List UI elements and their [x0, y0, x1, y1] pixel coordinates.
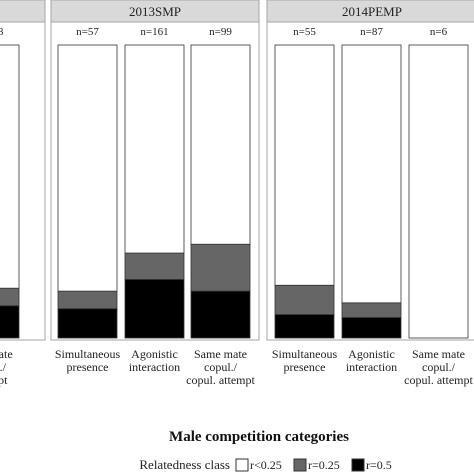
bar-segment-rlt025	[341, 44, 402, 304]
bar-segment-r025	[57, 290, 118, 310]
category-label-line: Same mate	[412, 347, 465, 361]
bar-segment-r025	[341, 302, 402, 318]
category-label-line: Simultaneous	[55, 347, 121, 361]
legend-swatch-2	[351, 458, 365, 472]
panel-title-2: 2014PEMP	[342, 4, 402, 19]
category-label-line: Same mate	[194, 347, 247, 361]
category-label-line: copul./	[0, 360, 7, 374]
bar-segment-rlt025	[190, 44, 251, 245]
bar-segment-r05	[124, 278, 185, 339]
category-label-line: presence	[67, 360, 109, 374]
legend-label-2: r=0.5	[366, 458, 392, 472]
category-label-line: presence	[284, 360, 326, 374]
bar-segment-rlt025	[0, 44, 20, 289]
legend-title: Relatedness class	[139, 457, 230, 472]
category-label-line: attempt	[0, 373, 8, 387]
n-label: n=99	[209, 26, 232, 38]
x-axis-title: Male competition categories	[169, 429, 349, 445]
bar-segment-rlt025	[57, 44, 118, 292]
bar-segment-rlt025	[274, 44, 335, 286]
category-label-line: Agonistic	[131, 347, 178, 361]
category-label-line: copul. attempt	[404, 373, 473, 387]
category-label-line: copul./	[204, 360, 238, 374]
bar-segment-rlt025	[124, 44, 185, 254]
bar-segment-r05	[274, 314, 335, 339]
n-label: n=118	[0, 26, 4, 38]
bar-segment-r025	[124, 252, 185, 280]
category-label-line: Simultaneous	[272, 347, 338, 361]
bar-segment-r05	[0, 305, 20, 339]
bar-segment-r025	[0, 287, 20, 307]
n-label: n=87	[360, 26, 383, 38]
panel-header-0	[0, 0, 46, 23]
category-label-line: copul. attempt	[186, 373, 255, 387]
legend-swatch-1	[293, 458, 307, 472]
category-label-line: interaction	[129, 360, 180, 374]
legend-label-1: r=0.25	[308, 458, 340, 472]
bar-segment-r025	[190, 243, 251, 292]
n-label: n=57	[76, 26, 99, 38]
panel-frame-1	[50, 21, 260, 341]
legend-swatch-0	[235, 458, 249, 472]
category-label-line: copul./	[422, 360, 456, 374]
category-label-line: interaction	[346, 360, 397, 374]
bar-segment-rlt025	[408, 44, 469, 339]
n-label: n=55	[293, 26, 316, 38]
category-label-line: Agonistic	[348, 347, 395, 361]
panel-title-1: 2013SMP	[129, 4, 181, 19]
bar-segment-r05	[57, 308, 118, 339]
bar-segment-r05	[190, 290, 251, 339]
bar-segment-r05	[341, 317, 402, 339]
legend-label-0: r<0.25	[250, 458, 282, 472]
n-label: n=161	[140, 26, 168, 38]
n-label: n=6	[430, 26, 448, 38]
panel-frame-2	[266, 21, 474, 341]
bar-segment-r025	[274, 284, 335, 315]
category-label-line: ame mate	[0, 347, 13, 361]
panel-frame-0	[0, 21, 46, 341]
